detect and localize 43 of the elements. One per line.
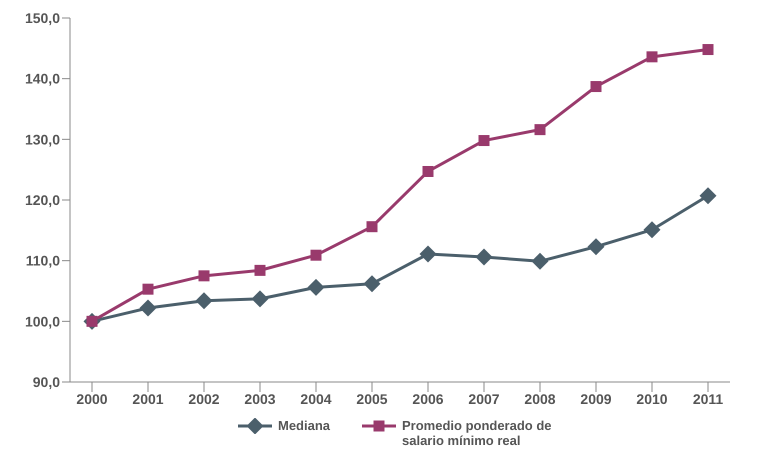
point — [310, 250, 322, 261]
point — [700, 187, 716, 204]
x-tick-label: 2010 — [636, 390, 668, 407]
y-tick-label: 130,0 — [24, 131, 60, 148]
point — [532, 252, 548, 270]
y-tick-label: 120,0 — [24, 192, 60, 208]
point — [534, 124, 546, 136]
point — [590, 81, 602, 92]
x-tick-label: 2001 — [132, 390, 164, 407]
point — [646, 51, 658, 62]
point — [254, 264, 266, 276]
point — [478, 135, 490, 146]
point — [252, 290, 268, 308]
point — [644, 221, 660, 238]
x-tick-label: 2004 — [300, 390, 332, 407]
point — [140, 299, 156, 316]
point — [196, 292, 212, 310]
x-tick-label: 2006 — [412, 390, 444, 407]
x-tick-label: 2009 — [580, 390, 612, 407]
point — [702, 44, 714, 56]
y-tick-label: 90,0 — [32, 374, 60, 390]
y-tick-label: 110,0 — [26, 252, 60, 269]
legend-label: Mediana — [278, 418, 330, 433]
y-tick-label: 100,0 — [24, 313, 60, 330]
point — [198, 270, 210, 282]
point — [364, 275, 380, 292]
point — [422, 166, 434, 177]
point — [308, 278, 324, 296]
x-tick-label: 2007 — [468, 390, 500, 407]
x-tick-label: 2000 — [76, 390, 108, 407]
y-tick-label: 140,0 — [24, 70, 60, 87]
x-tick-label: 2003 — [244, 390, 276, 407]
y-tick-label: 150,0 — [24, 10, 60, 26]
x-tick-label: 2011 — [692, 390, 724, 407]
point — [420, 245, 436, 262]
point — [476, 248, 492, 266]
x-tick-label: 2002 — [188, 390, 220, 407]
point — [588, 238, 604, 256]
legend-label: Promedio ponderado de salario mínimo real — [402, 418, 553, 448]
point — [142, 284, 154, 295]
x-tick-label: 2005 — [356, 390, 388, 407]
x-tick-label: 2008 — [524, 390, 556, 407]
point — [366, 221, 378, 232]
